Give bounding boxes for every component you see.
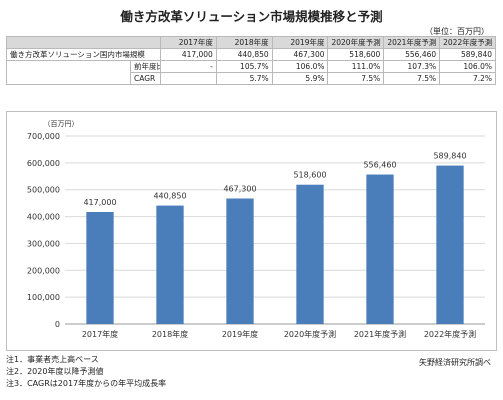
table-indent [6,72,131,85]
source-credit: 矢野経済研究所調べ [419,358,491,367]
unit-label: （単位：百万円） [425,27,489,36]
table-cell: 589,840 [439,48,496,61]
x-tick-label: 2022年度予測 [424,329,476,339]
table-cell: 7.5% [383,72,441,85]
y-tick-label: 700,000 [27,132,60,141]
data-label: 556,460 [363,161,396,170]
table-cell: 556,460 [383,48,441,61]
note-line: 注2．2020年度以降予測値 [6,367,104,376]
table-header: 2019年度 [271,36,329,49]
chart-title: 働き方改革ソリューション市場規模推移と予測 [120,9,383,24]
bar [296,184,324,324]
table-header-row: 2017年度 2018年度 2019年度 2020年度予測 2021年度予測 2… [6,36,496,49]
table-cell: 7.2% [439,72,496,85]
y-tick-label: 100,000 [27,293,60,302]
table-cell: 5.7% [215,72,273,85]
table-cell: 106.0% [439,60,496,73]
table-header: 2020年度予測 [327,36,385,49]
bar [86,212,114,324]
table-cell: 105.7% [215,60,273,73]
table-cell: 7.5% [327,72,385,85]
table-cell: 440,850 [215,48,273,61]
notes: 注1．事業者売上高ベース 注2．2020年度以降予測値 注3．CAGRは2017… [6,354,166,390]
data-label: 417,000 [83,198,116,207]
y-axis-label: （百万円） [44,120,79,128]
data-table: 2017年度 2018年度 2019年度 2020年度予測 2021年度予測 2… [6,36,496,85]
table-cell: 106.0% [271,60,329,73]
bar-chart: （百万円） 0 100,000 200,000 300,000 400,000 500,00… [27,120,485,339]
data-label: 518,600 [293,171,326,180]
y-tick-label: 400,000 [27,213,60,222]
table-header: 2021年度予測 [383,36,441,49]
table-cell: - [160,60,217,73]
row-label: CAGR [130,72,161,85]
table-cell: 107.3% [383,60,441,73]
table-cell: 111.0% [327,60,385,73]
table-cell: 417,000 [160,48,217,61]
table-cell: 518,600 [327,48,385,61]
table-indent [6,60,131,73]
table-row: 前年度比 - 105.7% 106.0% 111.0% 107.3% 106.0… [6,60,496,73]
y-tick-label: 500,000 [27,186,60,195]
y-tick-label: 200,000 [27,266,60,275]
y-tick-label: 0 [55,320,60,329]
table-row: CAGR 5.7% 5.9% 7.5% 7.5% 7.2% [6,72,496,85]
note-line: 注3．CAGRは2017年度からの年平均成長率 [6,379,167,388]
table-cell: 467,300 [271,48,329,61]
bar [156,205,184,324]
data-label: 589,840 [433,152,466,161]
table-header: 2017年度 [160,36,217,49]
table-header: 2022年度予測 [439,36,496,49]
table-header: 2018年度 [215,36,273,49]
x-tick-label: 2017年度 [82,329,118,339]
data-label: 467,300 [223,184,256,193]
row-label: 働き方改革ソリューション国内市場規模 [6,48,161,61]
bar [436,165,464,324]
note-line: 注1．事業者売上高ベース [6,355,99,364]
y-tick-label: 600,000 [27,159,60,168]
data-label: 440,850 [153,192,186,201]
table-corner [6,36,161,49]
table-cell: 5.9% [271,72,329,85]
x-tick-label: 2019年度 [222,329,258,339]
chart-frame: （百万円） 0 100,000 200,000 300,000 400,000 500,00… [6,111,497,351]
bar [226,198,254,324]
bar [366,174,394,324]
table-row: 働き方改革ソリューション国内市場規模 417,000 440,850 467,3… [6,48,496,61]
y-tick-label: 300,000 [27,239,60,248]
x-tick-label: 2018年度 [152,329,188,339]
table-cell [160,72,217,85]
x-tick-label: 2020年度予測 [284,329,336,339]
x-tick-label: 2021年度予測 [354,329,406,339]
row-label: 前年度比 [130,60,161,73]
